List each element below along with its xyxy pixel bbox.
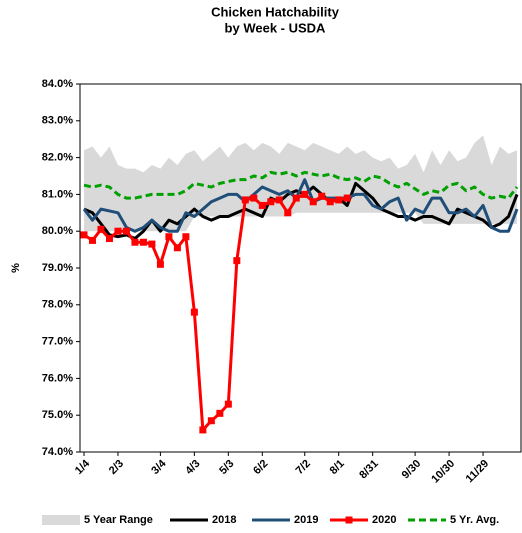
y-tick-label: 80.0% xyxy=(42,225,73,237)
legend-label: 5 Yr. Avg. xyxy=(450,514,499,526)
point-marker xyxy=(105,235,113,243)
point-marker xyxy=(207,417,215,425)
point-marker xyxy=(216,409,224,417)
point-marker xyxy=(233,257,241,265)
point-marker xyxy=(326,198,334,206)
y-tick-label: 82.0% xyxy=(42,152,73,164)
legend-label: 2020 xyxy=(372,514,396,526)
point-marker xyxy=(318,192,326,200)
y-tick-label: 78.0% xyxy=(42,299,73,311)
x-tick-label: 8/1 xyxy=(328,458,347,477)
point-marker xyxy=(301,190,309,198)
point-marker xyxy=(267,198,275,206)
y-tick-label: 84.0% xyxy=(42,78,73,90)
y-tick-label: 81.0% xyxy=(42,188,73,200)
point-marker xyxy=(224,400,232,408)
range-band xyxy=(84,135,517,232)
x-tick-label: 8/31 xyxy=(357,458,381,482)
point-marker xyxy=(343,194,351,202)
series-line xyxy=(82,178,519,233)
point-marker xyxy=(250,194,258,202)
x-tick-label: 1/4 xyxy=(73,457,93,477)
point-marker xyxy=(165,233,173,241)
x-tick-label: 5/3 xyxy=(217,458,236,477)
point-marker xyxy=(258,201,266,209)
point-marker xyxy=(199,426,207,434)
point-marker xyxy=(309,198,317,206)
y-tick-label: 76.0% xyxy=(42,372,73,384)
x-tick-label: 6/2 xyxy=(251,458,270,477)
point-marker xyxy=(275,196,283,204)
point-marker xyxy=(173,244,181,252)
chart-title: Chicken Hatchability xyxy=(211,4,340,19)
y-tick-label: 75.0% xyxy=(42,409,73,421)
legend-marker xyxy=(345,516,353,524)
point-marker xyxy=(88,236,96,244)
point-marker xyxy=(97,225,105,233)
point-marker xyxy=(284,209,292,217)
legend-swatch xyxy=(42,515,80,525)
x-tick-label: 4/3 xyxy=(183,458,202,477)
point-marker xyxy=(190,308,198,316)
point-marker xyxy=(156,260,164,268)
y-tick-label: 74.0% xyxy=(42,446,73,458)
point-marker xyxy=(139,238,147,246)
point-marker xyxy=(292,194,300,202)
y-axis-label: % xyxy=(10,263,22,273)
point-marker xyxy=(182,233,190,241)
point-marker xyxy=(148,240,156,248)
plot-frame xyxy=(79,83,522,453)
x-tick-label: 2/3 xyxy=(107,458,126,477)
legend-label: 5 Year Range xyxy=(84,514,153,526)
x-tick-label: 3/4 xyxy=(149,457,169,477)
x-tick-label: 11/29 xyxy=(464,458,492,486)
chart-subtitle: by Week - USDA xyxy=(225,20,327,35)
y-tick-label: 77.0% xyxy=(42,336,73,348)
point-marker xyxy=(114,227,122,235)
point-marker xyxy=(335,196,343,204)
legend-label: 2019 xyxy=(294,514,318,526)
point-marker xyxy=(241,196,249,204)
series-line xyxy=(83,170,519,200)
x-tick-label: 7/2 xyxy=(294,458,313,477)
x-tick-label: 10/30 xyxy=(429,458,457,486)
point-marker xyxy=(131,238,139,246)
point-marker xyxy=(122,227,130,235)
point-marker xyxy=(80,231,88,239)
legend-label: 2018 xyxy=(212,514,236,526)
y-tick-label: 79.0% xyxy=(42,262,73,274)
y-tick-label: 83.0% xyxy=(42,115,73,127)
x-tick-label: 9/30 xyxy=(400,458,424,482)
